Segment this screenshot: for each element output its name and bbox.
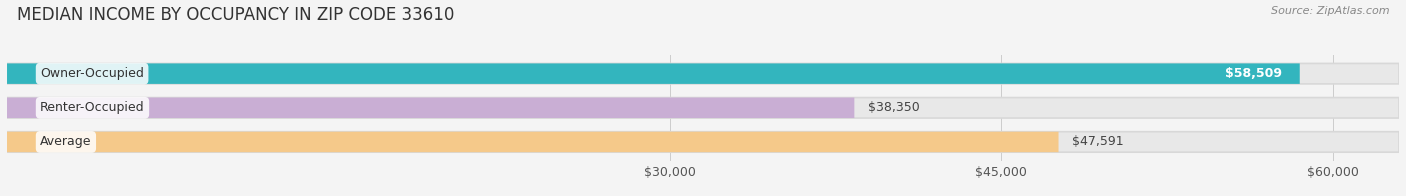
Text: $47,591: $47,591 [1071,135,1123,148]
Text: $58,509: $58,509 [1225,67,1282,80]
Text: Source: ZipAtlas.com: Source: ZipAtlas.com [1271,6,1389,16]
Text: $38,350: $38,350 [868,101,920,114]
Text: MEDIAN INCOME BY OCCUPANCY IN ZIP CODE 33610: MEDIAN INCOME BY OCCUPANCY IN ZIP CODE 3… [17,6,454,24]
Text: Owner-Occupied: Owner-Occupied [41,67,143,80]
FancyBboxPatch shape [7,132,1399,152]
FancyBboxPatch shape [7,98,855,118]
FancyBboxPatch shape [7,64,1399,84]
FancyBboxPatch shape [7,132,1059,152]
FancyBboxPatch shape [7,98,1399,118]
Text: Average: Average [41,135,91,148]
FancyBboxPatch shape [7,64,1299,84]
Text: Renter-Occupied: Renter-Occupied [41,101,145,114]
